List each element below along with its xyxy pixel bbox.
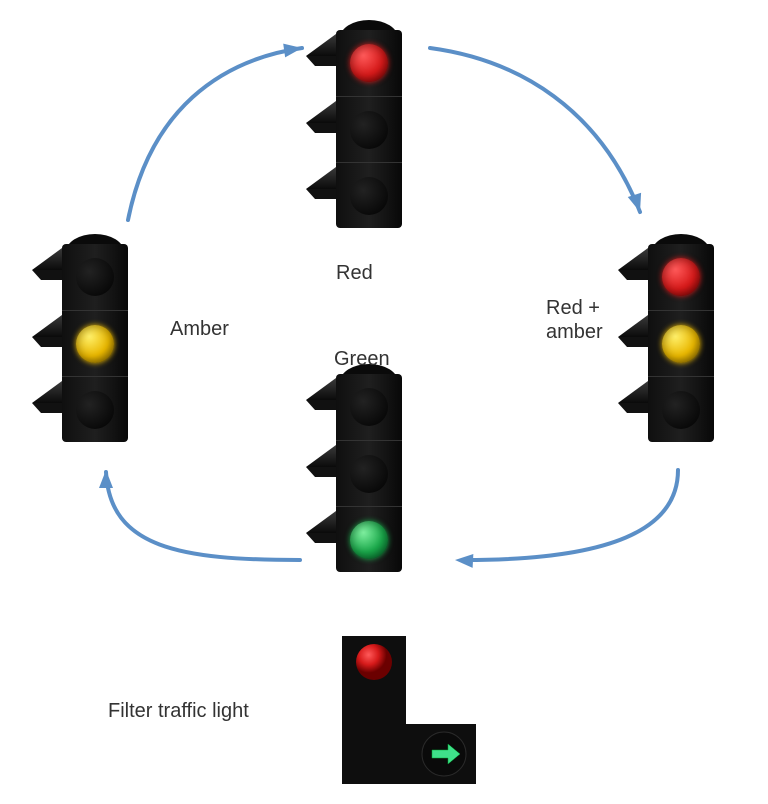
label-red: Red: [336, 262, 373, 285]
lamp-off: [76, 258, 114, 296]
lamp-off: [350, 111, 388, 149]
lamp-amber: [662, 325, 700, 363]
traffic-light-amber: [62, 244, 128, 442]
light-body: [336, 30, 402, 228]
cycle-arrow-head-icon: [455, 553, 474, 568]
light-section: [336, 440, 402, 506]
cycle-arrow-path: [465, 470, 678, 560]
filter-light-body: [336, 632, 482, 788]
lamp-green: [350, 521, 388, 559]
lamp-off: [350, 455, 388, 493]
lamp-red: [356, 644, 392, 680]
light-section: [62, 310, 128, 376]
lamp-off: [662, 391, 700, 429]
lamp-amber: [76, 325, 114, 363]
lamp-off: [350, 177, 388, 215]
cycle-arrow-path: [430, 48, 640, 212]
lamp-red: [350, 44, 388, 82]
traffic-light-red: [336, 30, 402, 228]
cycle-arrow-path: [106, 472, 300, 560]
light-section: [648, 376, 714, 442]
traffic-light-red_amber: [648, 244, 714, 442]
light-section: [336, 374, 402, 440]
light-section: [336, 162, 402, 228]
light-section: [336, 506, 402, 572]
light-section: [648, 310, 714, 376]
light-body: [62, 244, 128, 442]
light-body: [648, 244, 714, 442]
light-section: [648, 244, 714, 310]
light-body: [336, 374, 402, 572]
light-section: [336, 30, 402, 96]
label-filter-traffic-light: Filter traffic light: [108, 700, 249, 723]
cycle-arrow-path: [128, 48, 302, 220]
traffic-light-green: [336, 374, 402, 572]
label-green: Green: [334, 348, 390, 371]
light-section: [62, 244, 128, 310]
light-section: [336, 96, 402, 162]
cycle-arrow-head-icon: [99, 470, 113, 488]
lamp-red: [662, 258, 700, 296]
light-section: [62, 376, 128, 442]
label-amber: Amber: [170, 318, 229, 341]
label-red_amber: Red + amber: [546, 296, 626, 344]
lamp-off: [350, 388, 388, 426]
cycle-arrow-head-icon: [628, 193, 647, 214]
lamp-off: [76, 391, 114, 429]
filter-traffic-light: [336, 632, 482, 788]
